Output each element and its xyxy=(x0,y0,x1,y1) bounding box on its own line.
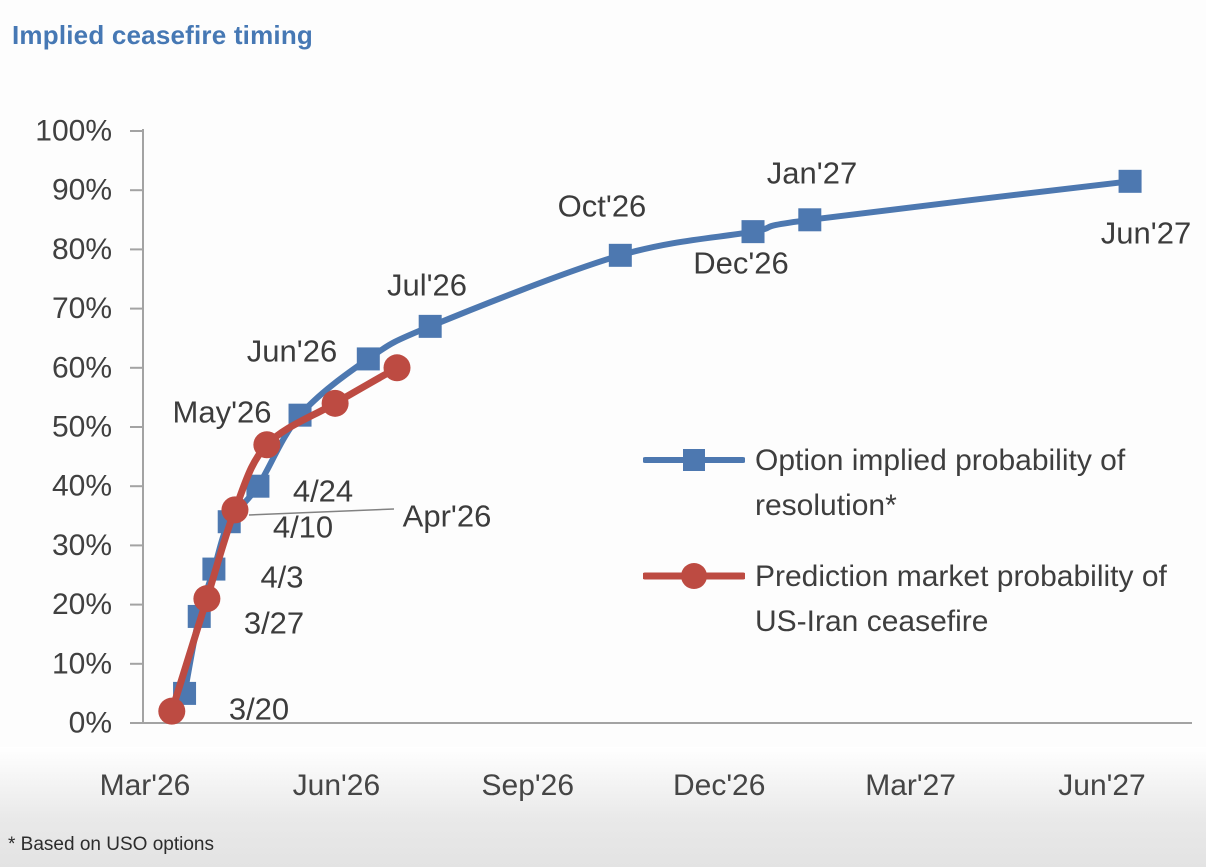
data-point-circle xyxy=(383,354,411,382)
y-axis-label: 70% xyxy=(52,292,112,325)
x-axis-label: Dec'26 xyxy=(673,769,765,802)
point-label: Jun'27 xyxy=(1101,216,1191,251)
data-point-square xyxy=(608,243,632,267)
point-label: Jan'27 xyxy=(767,156,857,191)
y-axis-label: 60% xyxy=(52,351,112,384)
y-axis-label: 100% xyxy=(35,115,112,148)
y-axis-label: 80% xyxy=(52,233,112,266)
x-axis-label: Sep'26 xyxy=(482,769,574,802)
legend-label-prediction-market: Prediction market probability of US-Iran… xyxy=(755,554,1167,644)
data-point-square xyxy=(1118,169,1142,193)
point-label: May'26 xyxy=(173,395,272,430)
legend: Option implied probability of resolution… xyxy=(643,438,1167,670)
point-label: Apr'26 xyxy=(403,499,492,534)
point-label: Jul'26 xyxy=(387,268,467,303)
data-point-circle xyxy=(158,697,186,725)
point-label: Jun'26 xyxy=(247,334,337,369)
legend-item-prediction-market: Prediction market probability of US-Iran… xyxy=(643,554,1167,644)
data-point-square xyxy=(356,347,380,371)
y-axis-label: 90% xyxy=(52,174,112,207)
data-point-square xyxy=(246,474,270,498)
point-label: 4/10 xyxy=(273,510,333,545)
point-label: Dec'26 xyxy=(693,246,789,281)
y-axis-label: 40% xyxy=(52,470,112,503)
y-axis-label: 50% xyxy=(52,411,112,444)
y-axis-label: 30% xyxy=(52,529,112,562)
data-point-square xyxy=(418,314,442,338)
point-label: 4/24 xyxy=(293,474,353,509)
circle-marker-icon xyxy=(643,563,745,589)
legend-label-line: Option implied probability of xyxy=(755,444,1126,477)
x-axis-label: Jun'27 xyxy=(1058,769,1145,802)
point-label: 4/3 xyxy=(260,560,303,595)
data-point-circle xyxy=(221,496,249,524)
data-point-circle xyxy=(193,585,221,613)
y-axis-label: 10% xyxy=(52,647,112,680)
square-marker-icon xyxy=(643,449,745,471)
y-axis-label: 20% xyxy=(52,588,112,621)
data-point-circle xyxy=(321,389,349,417)
legend-label-line: US-Iran ceasefire xyxy=(755,605,989,638)
bottom-gradient-band xyxy=(0,747,1206,867)
page-title: Implied ceasefire timing xyxy=(12,20,314,50)
data-point-square xyxy=(798,208,822,232)
legend-label-line: Prediction market probability of xyxy=(755,560,1167,593)
y-axis-label: 0% xyxy=(69,707,112,740)
data-point-square xyxy=(741,220,765,244)
data-point-circle xyxy=(253,431,281,459)
x-axis-label: Mar'26 xyxy=(100,769,191,802)
legend-item-option-implied: Option implied probability of resolution… xyxy=(643,438,1167,528)
x-axis-label: Mar'27 xyxy=(865,769,956,802)
callout-line xyxy=(248,508,395,516)
legend-label-line: resolution* xyxy=(755,489,897,522)
point-label: 3/27 xyxy=(244,606,304,641)
point-label: 3/20 xyxy=(229,692,289,727)
x-axis-label: Jun'26 xyxy=(293,769,380,802)
footnote: * Based on USO options xyxy=(8,834,214,855)
legend-label-option-implied: Option implied probability of resolution… xyxy=(755,438,1125,528)
point-label: Oct'26 xyxy=(558,189,647,224)
